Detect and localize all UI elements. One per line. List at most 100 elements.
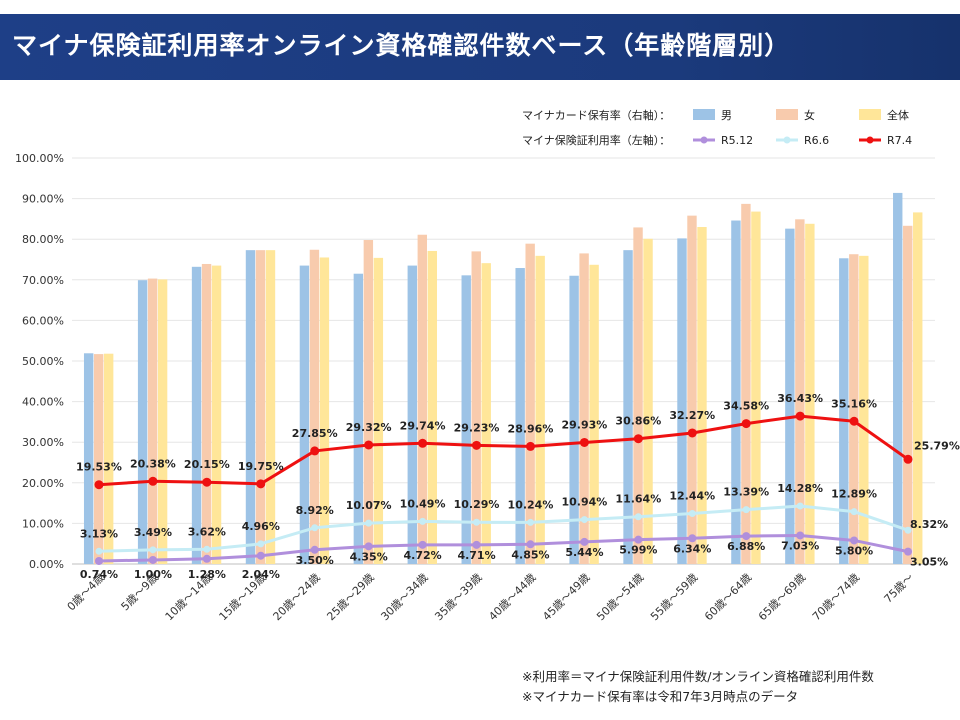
data-label-R5.12: 1.00% <box>134 568 172 581</box>
point-R5.12 <box>526 540 535 549</box>
point-R5.12 <box>688 534 697 543</box>
x-tick-label: 45歳～49歳 <box>540 571 592 623</box>
bar-全体 <box>373 257 384 564</box>
line-R6.6 <box>98 504 909 553</box>
point-R7.4 <box>148 476 158 486</box>
point-R6.6 <box>634 513 642 521</box>
point-R7.4 <box>795 411 805 421</box>
bar-男 <box>731 220 741 565</box>
legend-swatch-男 <box>693 109 715 120</box>
data-label-R7.4: 19.75% <box>238 460 284 473</box>
line-R5.12 <box>98 533 909 563</box>
bar-全体 <box>265 250 276 565</box>
y-tick-label: 70.00% <box>22 274 64 287</box>
point-R7.4 <box>579 437 589 447</box>
header-bar <box>0 14 960 80</box>
bar-女 <box>309 249 320 565</box>
legend-label-男: 男 <box>721 109 732 122</box>
bar-全体 <box>481 263 491 564</box>
point-R7.4 <box>741 419 751 429</box>
data-label-R6.6: 4.96% <box>242 520 280 533</box>
data-label-R5.12: 3.50% <box>296 554 334 567</box>
data-label-R5.12: 4.85% <box>511 548 549 561</box>
x-tick-label: 75歳～ <box>882 571 917 606</box>
data-label-R6.6: 10.49% <box>400 497 446 510</box>
data-label-R6.6: 8.32% <box>910 518 948 531</box>
point-R5.12 <box>148 555 157 564</box>
x-tick-label: 35歳～39歳 <box>432 571 484 623</box>
bar-女 <box>363 240 374 564</box>
chart: 0.00% 10.00% 20.00% 30.00% 40.00% 50.00% 60.00… <box>15 108 960 623</box>
data-label-R5.12: 1.28% <box>188 568 226 581</box>
data-label-R5.12: 4.72% <box>404 549 442 562</box>
bar-女 <box>795 219 805 564</box>
data-label-R6.6: 10.07% <box>346 499 392 512</box>
bar-女 <box>201 263 212 564</box>
point-R6.6 <box>203 545 211 553</box>
data-label-R6.6: 3.49% <box>134 526 172 539</box>
data-label-R6.6: 3.13% <box>80 527 118 540</box>
bar-全体 <box>805 223 815 564</box>
data-label-R5.12: 3.05% <box>910 556 948 569</box>
y-tick-label: 90.00% <box>22 193 64 206</box>
bar-男 <box>191 266 202 564</box>
point-R7.4 <box>849 416 859 426</box>
point-R6.6 <box>580 516 588 524</box>
bar-女 <box>687 215 697 564</box>
data-label-R6.6: 12.44% <box>669 489 715 502</box>
bar-男 <box>515 268 525 564</box>
data-label-R7.4: 32.27% <box>669 409 715 422</box>
point-R7.4 <box>472 440 482 450</box>
bar-女 <box>417 234 427 564</box>
header-banner: マイナ保険証利用率オンライン資格確認件数ベース（年齢階層別） <box>0 0 960 82</box>
legend-label-R5.12: R5.12 <box>721 134 753 147</box>
line-R7.4 <box>98 414 909 487</box>
bar-男 <box>569 275 579 564</box>
y-tick-label: 30.00% <box>22 436 64 449</box>
bar-男 <box>677 238 687 564</box>
bar-男 <box>623 250 633 565</box>
data-label-R5.12: 0.74% <box>80 568 118 581</box>
x-tick-label: 30歳～34歳 <box>378 571 430 623</box>
data-label-R7.4: 34.58% <box>723 400 769 413</box>
data-label-R5.12: 7.03% <box>781 539 819 552</box>
legend-label-全体: 全体 <box>887 108 909 122</box>
y-tick-label: 50.00% <box>22 355 64 368</box>
bar-女 <box>849 254 859 565</box>
data-label-R5.12: 6.88% <box>727 540 765 553</box>
bar-女 <box>147 278 158 564</box>
legend-label-R7.4: R7.4 <box>887 134 912 147</box>
bar-男 <box>839 258 849 564</box>
bar-全体 <box>751 211 761 564</box>
data-label-R7.4: 29.93% <box>561 418 607 431</box>
data-label-R6.6: 10.94% <box>561 496 607 509</box>
data-label-R5.12: 6.34% <box>673 542 711 555</box>
data-label-R7.4: 29.23% <box>454 421 500 434</box>
point-R5.12 <box>256 551 265 560</box>
data-label-R6.6: 12.89% <box>831 488 877 501</box>
bar-男 <box>461 275 471 564</box>
legend-label-女: 女 <box>804 108 815 122</box>
data-label-R7.4: 36.43% <box>777 392 823 405</box>
data-label-R5.12: 4.35% <box>350 550 388 563</box>
point-R5.12 <box>850 536 859 545</box>
x-tick-label: 25歳～29歳 <box>324 571 376 623</box>
data-label-R6.6: 3.62% <box>188 525 226 538</box>
x-tick-label: 40歳～44歳 <box>486 571 538 623</box>
legend-line-group-label: マイナ保険証利用率（左軸）： <box>522 133 670 147</box>
bar-全体 <box>211 265 222 564</box>
point-R6.6 <box>688 509 696 517</box>
bar-女 <box>741 203 751 564</box>
bar-全体 <box>859 255 869 564</box>
point-R7.4 <box>687 428 697 438</box>
point-R5.12 <box>742 532 751 541</box>
point-R7.4 <box>256 479 266 489</box>
bar-男 <box>299 265 310 564</box>
point-R5.12 <box>472 540 481 549</box>
data-label-R6.6: 14.28% <box>777 482 823 495</box>
data-label-R5.12: 4.71% <box>457 549 495 562</box>
point-R5.12 <box>94 556 103 565</box>
point-R6.6 <box>742 506 750 514</box>
bar-男 <box>353 273 364 564</box>
data-label-R6.6: 11.64% <box>615 493 661 506</box>
